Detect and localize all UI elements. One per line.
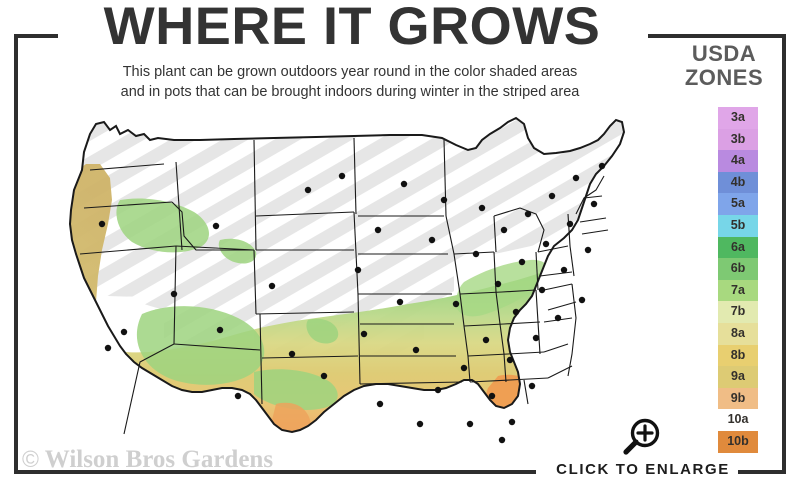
subtitle-line-1: This plant can be grown outdoors year ro…: [122, 64, 578, 80]
subtitle: This plant can be grown outdoors year ro…: [40, 62, 660, 102]
map-city-dots: [98, 162, 606, 444]
frame-top-right: [648, 34, 786, 38]
zone-label: 4a: [731, 153, 745, 168]
striped-northern-plains: [144, 122, 454, 320]
frame-left-edge: [14, 34, 18, 474]
south-texas-warm-zone: [272, 402, 311, 432]
zone-swatch-7b: 7b: [718, 301, 758, 323]
appalachian-green-band: [455, 259, 549, 317]
zone-label: 5b: [730, 217, 746, 232]
magnifier-plus-icon[interactable]: [618, 416, 664, 460]
frame-right-edge: [782, 34, 786, 474]
usda-zone-map[interactable]: [24, 104, 654, 454]
zone-label: 10a: [727, 412, 749, 427]
zone-swatch-3a: 3a: [718, 107, 758, 129]
usda-zone-legend-strip: 3a 3b 4a 4b 5a 5b 6a 6b 7a 7b 8a 8b 9a 9b 10a 10b: [718, 107, 758, 453]
florida-warm-zone: [484, 374, 536, 432]
zone-label: 3a: [731, 110, 745, 124]
zone-swatch-10b: 10b: [718, 430, 758, 453]
frame-bottom-right: [738, 470, 786, 474]
frame-bottom-left: [14, 470, 536, 474]
zone-label: 6b: [730, 261, 746, 276]
zone-label: 5a: [731, 196, 745, 211]
zone-swatch-6b: 6b: [718, 258, 758, 280]
watermark: © Wilson Bros Gardens: [22, 446, 273, 474]
zone-swatch-5b: 5b: [718, 214, 758, 237]
legend-title: USDA ZONES: [666, 42, 782, 90]
legend-title-line-2: ZONES: [684, 65, 764, 90]
watermark-text: Wilson Bros Gardens: [44, 446, 274, 473]
zone-swatch-10a: 10a: [718, 409, 758, 431]
zone-swatch-8b: 8b: [718, 344, 758, 367]
page-title: WHERE IT GROWS: [103, 0, 601, 56]
zone-swatch-7a: 7a: [718, 279, 758, 302]
zone-swatch-9b: 9b: [718, 387, 758, 410]
zone-swatch-6a: 6a: [718, 236, 758, 259]
zone-label: 7a: [731, 282, 745, 297]
zone-swatch-4b: 4b: [718, 171, 758, 194]
zone-label: 7b: [730, 304, 746, 319]
zone-swatch-8a: 8a: [718, 322, 758, 345]
frame-top-left: [14, 34, 58, 38]
zone-label: 9b: [730, 390, 746, 405]
subtitle-line-2: and in pots that can be brought indoors …: [120, 84, 580, 100]
zone-label: 4b: [730, 174, 746, 189]
zone-label: 8b: [730, 347, 746, 362]
state-boundaries: [79, 137, 609, 435]
click-to-enlarge-label[interactable]: CLICK TO ENLARGE: [556, 461, 730, 478]
zone-swatch-3b: 3b: [718, 128, 758, 151]
zone-label: 3b: [730, 131, 746, 146]
legend-title-line-1: USDA: [691, 41, 757, 66]
zone-swatch-9a: 9a: [718, 366, 758, 388]
map-landmass: [69, 117, 625, 433]
zone-swatch-5a: 5a: [718, 193, 758, 215]
zone-label: 10b: [727, 433, 749, 448]
copyright-symbol: ©: [22, 446, 39, 472]
zone-label: 8a: [731, 325, 745, 340]
zone-swatch-4a: 4a: [718, 150, 758, 172]
zone-label: 9a: [731, 369, 745, 384]
zone-label: 6a: [731, 239, 745, 254]
